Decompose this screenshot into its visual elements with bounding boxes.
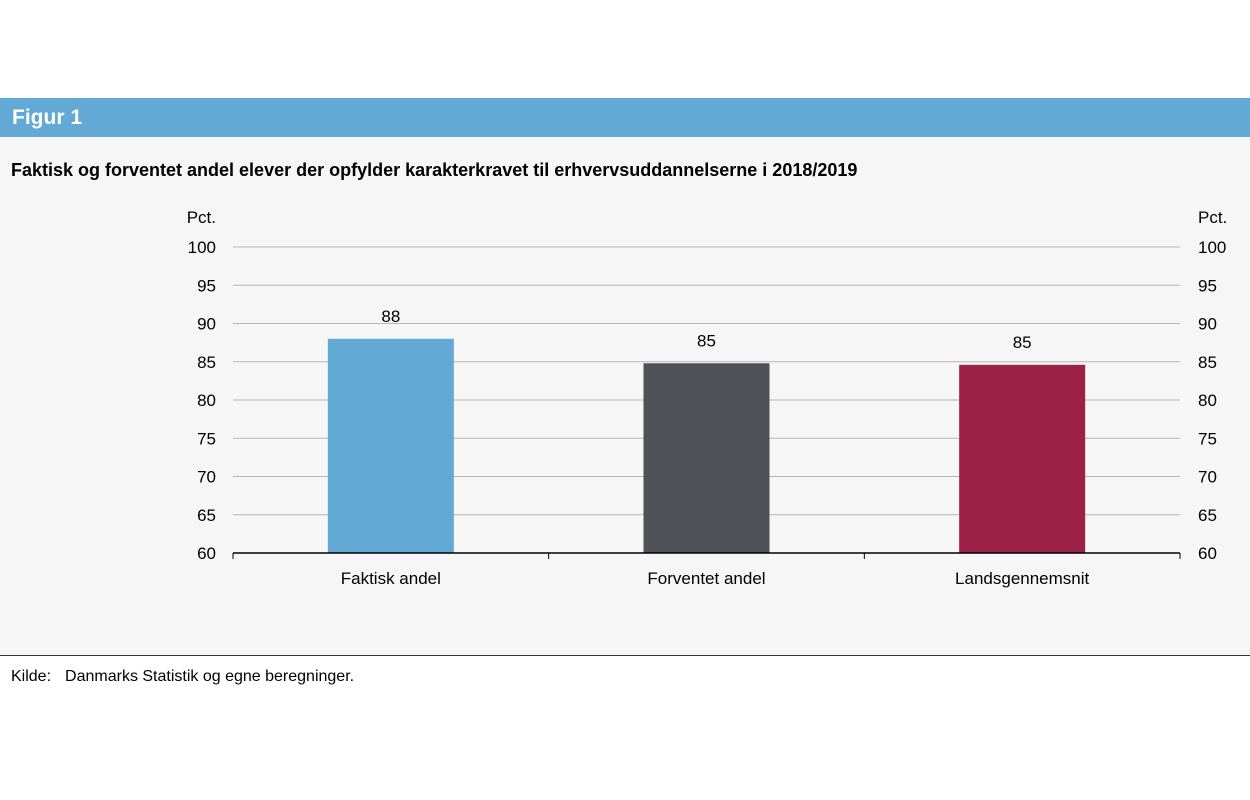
y-tick-label-right: 75 bbox=[1198, 429, 1217, 448]
y-tick-label-left: 65 bbox=[197, 506, 216, 525]
y-tick-label-right: 85 bbox=[1198, 353, 1217, 372]
data-label: 85 bbox=[1013, 333, 1032, 352]
y-tick-label-left: 100 bbox=[188, 238, 216, 257]
chart-title: Faktisk og forventet andel elever der op… bbox=[11, 160, 858, 180]
y-tick-label-left: 85 bbox=[197, 353, 216, 372]
y-tick-label-right: 65 bbox=[1198, 506, 1217, 525]
y-axis-label-right: Pct. bbox=[1198, 208, 1227, 227]
figure-label: Figur 1 bbox=[0, 98, 1250, 137]
y-tick-label-right: 90 bbox=[1198, 315, 1217, 334]
bar bbox=[327, 338, 454, 553]
y-tick-label-left: 90 bbox=[197, 315, 216, 334]
bar bbox=[643, 363, 770, 553]
y-tick-label-right: 60 bbox=[1198, 544, 1217, 563]
y-tick-label-left: 60 bbox=[197, 544, 216, 563]
data-label: 85 bbox=[697, 331, 716, 350]
y-tick-label-right: 100 bbox=[1198, 238, 1226, 257]
y-tick-label-left: 80 bbox=[197, 391, 216, 410]
y-tick-label-right: 95 bbox=[1198, 276, 1217, 295]
x-tick-label: Faktisk andel bbox=[341, 569, 441, 588]
y-tick-label-left: 75 bbox=[197, 429, 216, 448]
bar bbox=[959, 364, 1086, 553]
source-note: Kilde: Danmarks Statistik og egne beregni… bbox=[11, 668, 368, 686]
y-tick-label-left: 95 bbox=[197, 276, 216, 295]
source-text: Danmarks Statistik og egne beregninger. bbox=[65, 668, 355, 685]
y-tick-label-left: 70 bbox=[197, 468, 216, 487]
y-tick-label-right: 80 bbox=[1198, 391, 1217, 410]
x-tick-label: Forventet andel bbox=[647, 569, 765, 588]
y-tick-label-right: 70 bbox=[1198, 468, 1217, 487]
y-axis-label-left: Pct. bbox=[187, 208, 216, 227]
data-label: 88 bbox=[381, 307, 400, 326]
source-label: Kilde: bbox=[11, 668, 52, 685]
x-tick-label: Landsgennemsnit bbox=[955, 569, 1089, 588]
